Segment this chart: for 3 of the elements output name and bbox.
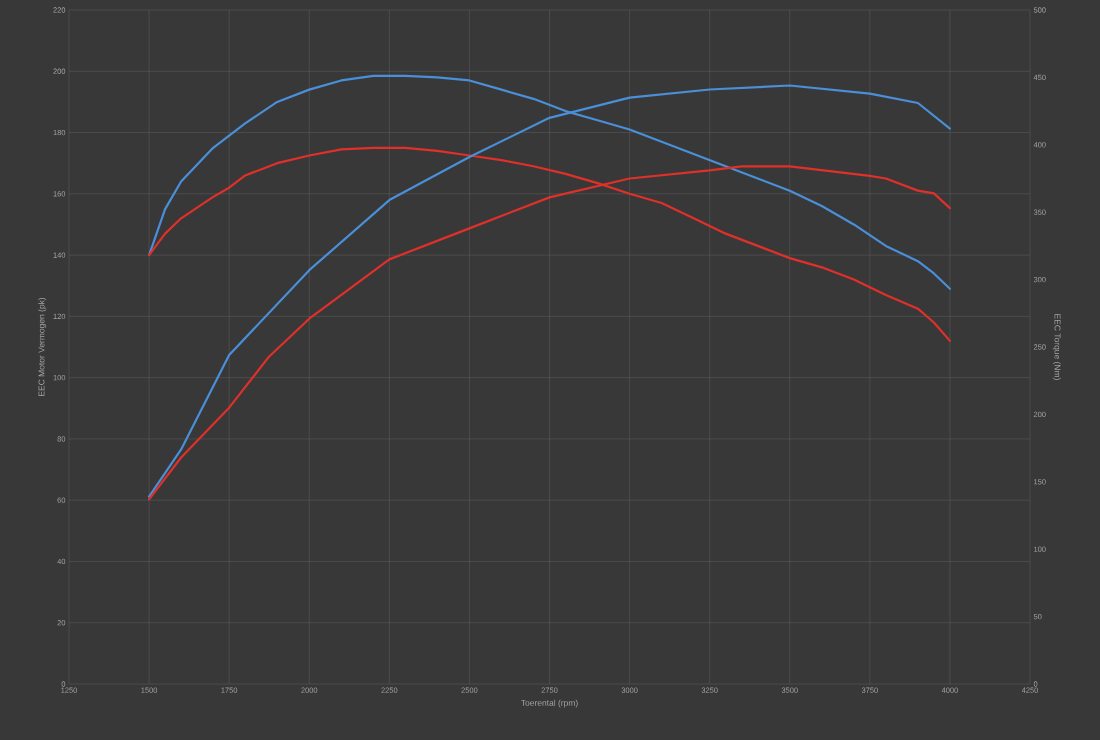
x-axis-title: Toerental (rpm) <box>520 699 578 708</box>
y-axis-title: EEC Motor Vermogen (pk) <box>38 297 47 396</box>
y2-axis-title: EEC Torque (Nm) <box>1052 314 1061 380</box>
